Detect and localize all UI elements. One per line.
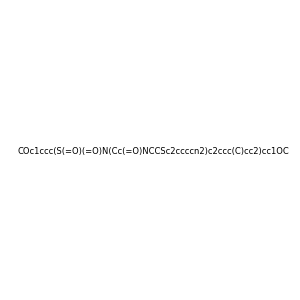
- Text: COc1ccc(S(=O)(=O)N(Cc(=O)NCCSc2ccccn2)c2ccc(C)cc2)cc1OC: COc1ccc(S(=O)(=O)N(Cc(=O)NCCSc2ccccn2)c2…: [18, 147, 290, 156]
